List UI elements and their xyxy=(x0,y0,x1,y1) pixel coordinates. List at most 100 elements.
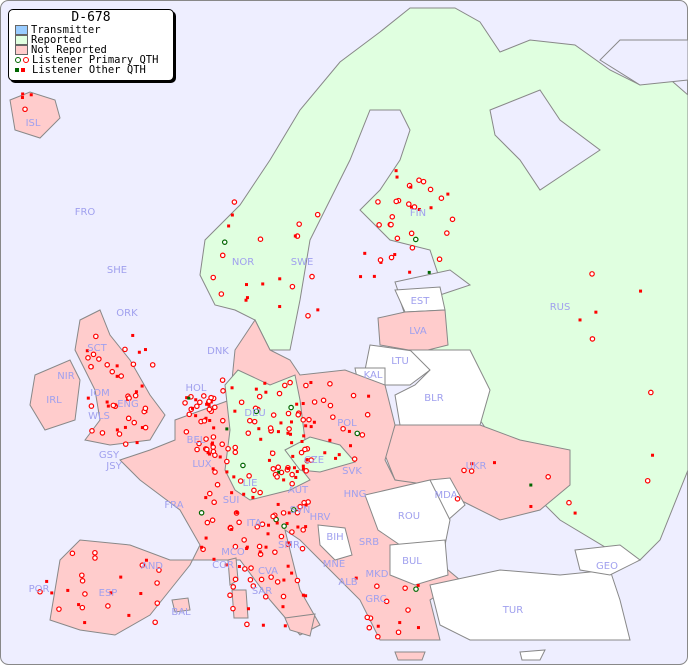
listener-primary-qth-marker xyxy=(219,417,226,424)
listener-other-qth-marker xyxy=(224,563,228,567)
legend-label: Listener Primary QTH xyxy=(32,54,159,66)
country-label-fra: FRA xyxy=(164,500,183,511)
country-label-dnk: DNK xyxy=(207,346,229,357)
country-label-swe: SWE xyxy=(291,257,314,268)
listener-primary-qth-marker xyxy=(306,416,312,423)
listener-other-qth-marker xyxy=(278,305,282,309)
legend-label: Listener Other QTH xyxy=(32,64,146,76)
listener-primary-qth-marker xyxy=(296,221,302,227)
listener-other-qth-marker xyxy=(301,402,305,406)
listener-primary-qth-marker xyxy=(104,361,111,368)
listener-other-qth-marker xyxy=(246,607,250,611)
listener-primary-qth-marker xyxy=(299,545,306,552)
country-bulgaria xyxy=(389,539,449,586)
listener-primary-qth-marker xyxy=(327,402,334,409)
listener-other-qth-marker xyxy=(363,251,367,255)
listener-other-qth-marker xyxy=(309,425,313,429)
listener-primary-qth-marker xyxy=(405,201,412,207)
listener-primary-qth-marker xyxy=(276,390,283,397)
listener-primary-qth-marker xyxy=(85,355,91,361)
listener-primary-qth-marker xyxy=(154,600,161,606)
listener-primary-qth-marker xyxy=(375,633,381,640)
country-label-tur: TUR xyxy=(502,605,523,616)
transmitter-swatch xyxy=(15,25,28,35)
listener-other-qth-marker xyxy=(347,429,351,433)
country-label-ork: ORK xyxy=(116,308,138,319)
listener-primary-qth-marker xyxy=(461,467,467,474)
country-label-svk: SVK xyxy=(342,466,362,477)
listener-primary-qth-marker xyxy=(232,449,239,456)
listener-primary-qth-marker xyxy=(300,527,307,533)
listener-other-qth-marker xyxy=(115,364,119,368)
legend-title: D-678 xyxy=(71,10,111,25)
listener-other-qth-marker xyxy=(427,270,431,274)
listener-other-qth-marker xyxy=(204,416,208,420)
listener-primary-qth-marker xyxy=(409,244,416,251)
listener-primary-qth-marker xyxy=(438,195,445,202)
listener-other-qth-marker xyxy=(594,310,598,314)
listener-primary-qth-marker xyxy=(237,478,244,484)
listener-primary-qth-marker xyxy=(197,399,203,406)
country-label-isl: ISL xyxy=(26,118,41,129)
country-label-geo: GEO xyxy=(596,561,618,572)
listener-other-qth-marker xyxy=(207,403,211,407)
country-label-cva: CVA xyxy=(258,566,278,577)
listener-primary-qth-marker xyxy=(194,403,200,410)
listener-other-qth-marker xyxy=(309,381,313,385)
listener-other-qth-marker xyxy=(230,491,234,495)
country-label-fro: FRO xyxy=(75,207,96,218)
listener-other-qth-marker xyxy=(143,348,147,352)
country-label-nir: NIR xyxy=(57,371,74,382)
listener-primary-qth-marker xyxy=(183,428,190,435)
listener-primary-qth-marker xyxy=(413,586,419,592)
country-label-lux: LUX xyxy=(192,459,211,470)
listener-primary-qth-marker xyxy=(219,377,226,383)
listener-other-qth-marker xyxy=(286,564,290,568)
listener-primary-qth-marker xyxy=(142,424,149,431)
listener-other-qth-marker xyxy=(242,492,246,496)
listener-other-qth-marker xyxy=(287,511,291,515)
listener-primary-qth-marker xyxy=(305,312,311,319)
listener-primary-qth-marker xyxy=(220,388,226,394)
listener-primary-qth-marker xyxy=(211,499,217,506)
listener-other-qth-marker xyxy=(227,224,231,228)
listener-primary-qth-marker xyxy=(257,489,263,496)
listener-other-qth-marker xyxy=(77,603,81,607)
listener-primary-qth-marker xyxy=(383,598,390,605)
listener-other-qth-marker xyxy=(225,470,229,474)
listener-primary-qth-marker xyxy=(412,236,419,243)
listener-other-qth-marker xyxy=(328,438,332,442)
country-label-kal: KAL xyxy=(364,370,383,381)
listener-primary-qth-marker xyxy=(267,425,274,431)
listener-other-qth-marker xyxy=(446,192,450,196)
listener-primary-qth-marker xyxy=(376,222,382,228)
country-labels: ISL FRO SHE ORK NOR SWE FIN EST LVA LTU RUS KAL BLR P… xyxy=(26,118,619,618)
country-label-wls: WLS xyxy=(88,411,110,422)
listener-primary-qth-marker xyxy=(99,430,106,436)
listener-other-qth-marker xyxy=(286,431,290,435)
country-label-deu: DEU xyxy=(244,408,265,419)
listener-primary-qth-marker xyxy=(300,417,307,423)
listener-other-qth-marker xyxy=(140,384,144,388)
listener-primary-qth-marker xyxy=(420,178,427,185)
listener-primary-qth-marker xyxy=(251,487,257,494)
listener-primary-qth-marker xyxy=(388,221,394,228)
country-turkey xyxy=(429,569,631,641)
listener-primary-qth-marker xyxy=(37,588,43,595)
listener-primary-qth-marker xyxy=(280,510,287,516)
listener-primary-qth-marker xyxy=(246,473,252,479)
country-label-ita: ITA xyxy=(246,518,261,529)
listener-primary-qth-marker xyxy=(589,271,595,277)
listener-other-qth-marker xyxy=(105,400,109,404)
listener-primary-qth-marker xyxy=(589,336,596,342)
listener-primary-qth-marker xyxy=(96,356,102,362)
listener-other-qth-marker xyxy=(275,521,279,525)
listener-primary-qth-marker xyxy=(93,333,99,340)
sea-white-sea xyxy=(489,89,601,191)
legend-transmitter: Transmitter xyxy=(9,25,173,35)
country-label-hng: HNG xyxy=(344,489,367,500)
country-label-smr: SMR xyxy=(278,540,300,551)
country-label-bel: BEL xyxy=(187,435,206,446)
listener-primary-qth-marker xyxy=(139,562,146,568)
